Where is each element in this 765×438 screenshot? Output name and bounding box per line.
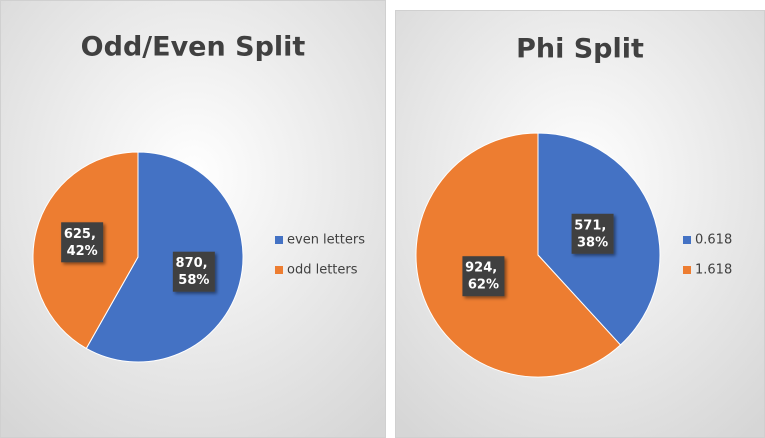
- legend-swatch: [683, 236, 691, 244]
- legend-label: 0.618: [695, 233, 732, 248]
- data-label: 571, 38%: [574, 218, 611, 250]
- data-label-box: [172, 251, 215, 292]
- pie-slice: [85, 151, 244, 363]
- legend-swatch: [683, 266, 691, 274]
- data-label: 625, 42%: [64, 226, 101, 258]
- legend-label: odd letters: [287, 263, 358, 278]
- legend-swatch: [275, 266, 283, 274]
- chart-title: Phi Split: [516, 34, 644, 65]
- data-label: 870, 58%: [176, 256, 213, 288]
- legend-label: even letters: [287, 233, 365, 248]
- data-label-box: [61, 222, 104, 263]
- legend-label: 1.618: [695, 263, 732, 278]
- legend-swatch: [275, 236, 283, 244]
- pie-slice: [415, 132, 622, 378]
- data-label: 924, 62%: [465, 260, 502, 292]
- data-label-box: [462, 256, 505, 297]
- data-label-box: [571, 213, 614, 254]
- chart-title: Odd/Even Split: [81, 32, 306, 63]
